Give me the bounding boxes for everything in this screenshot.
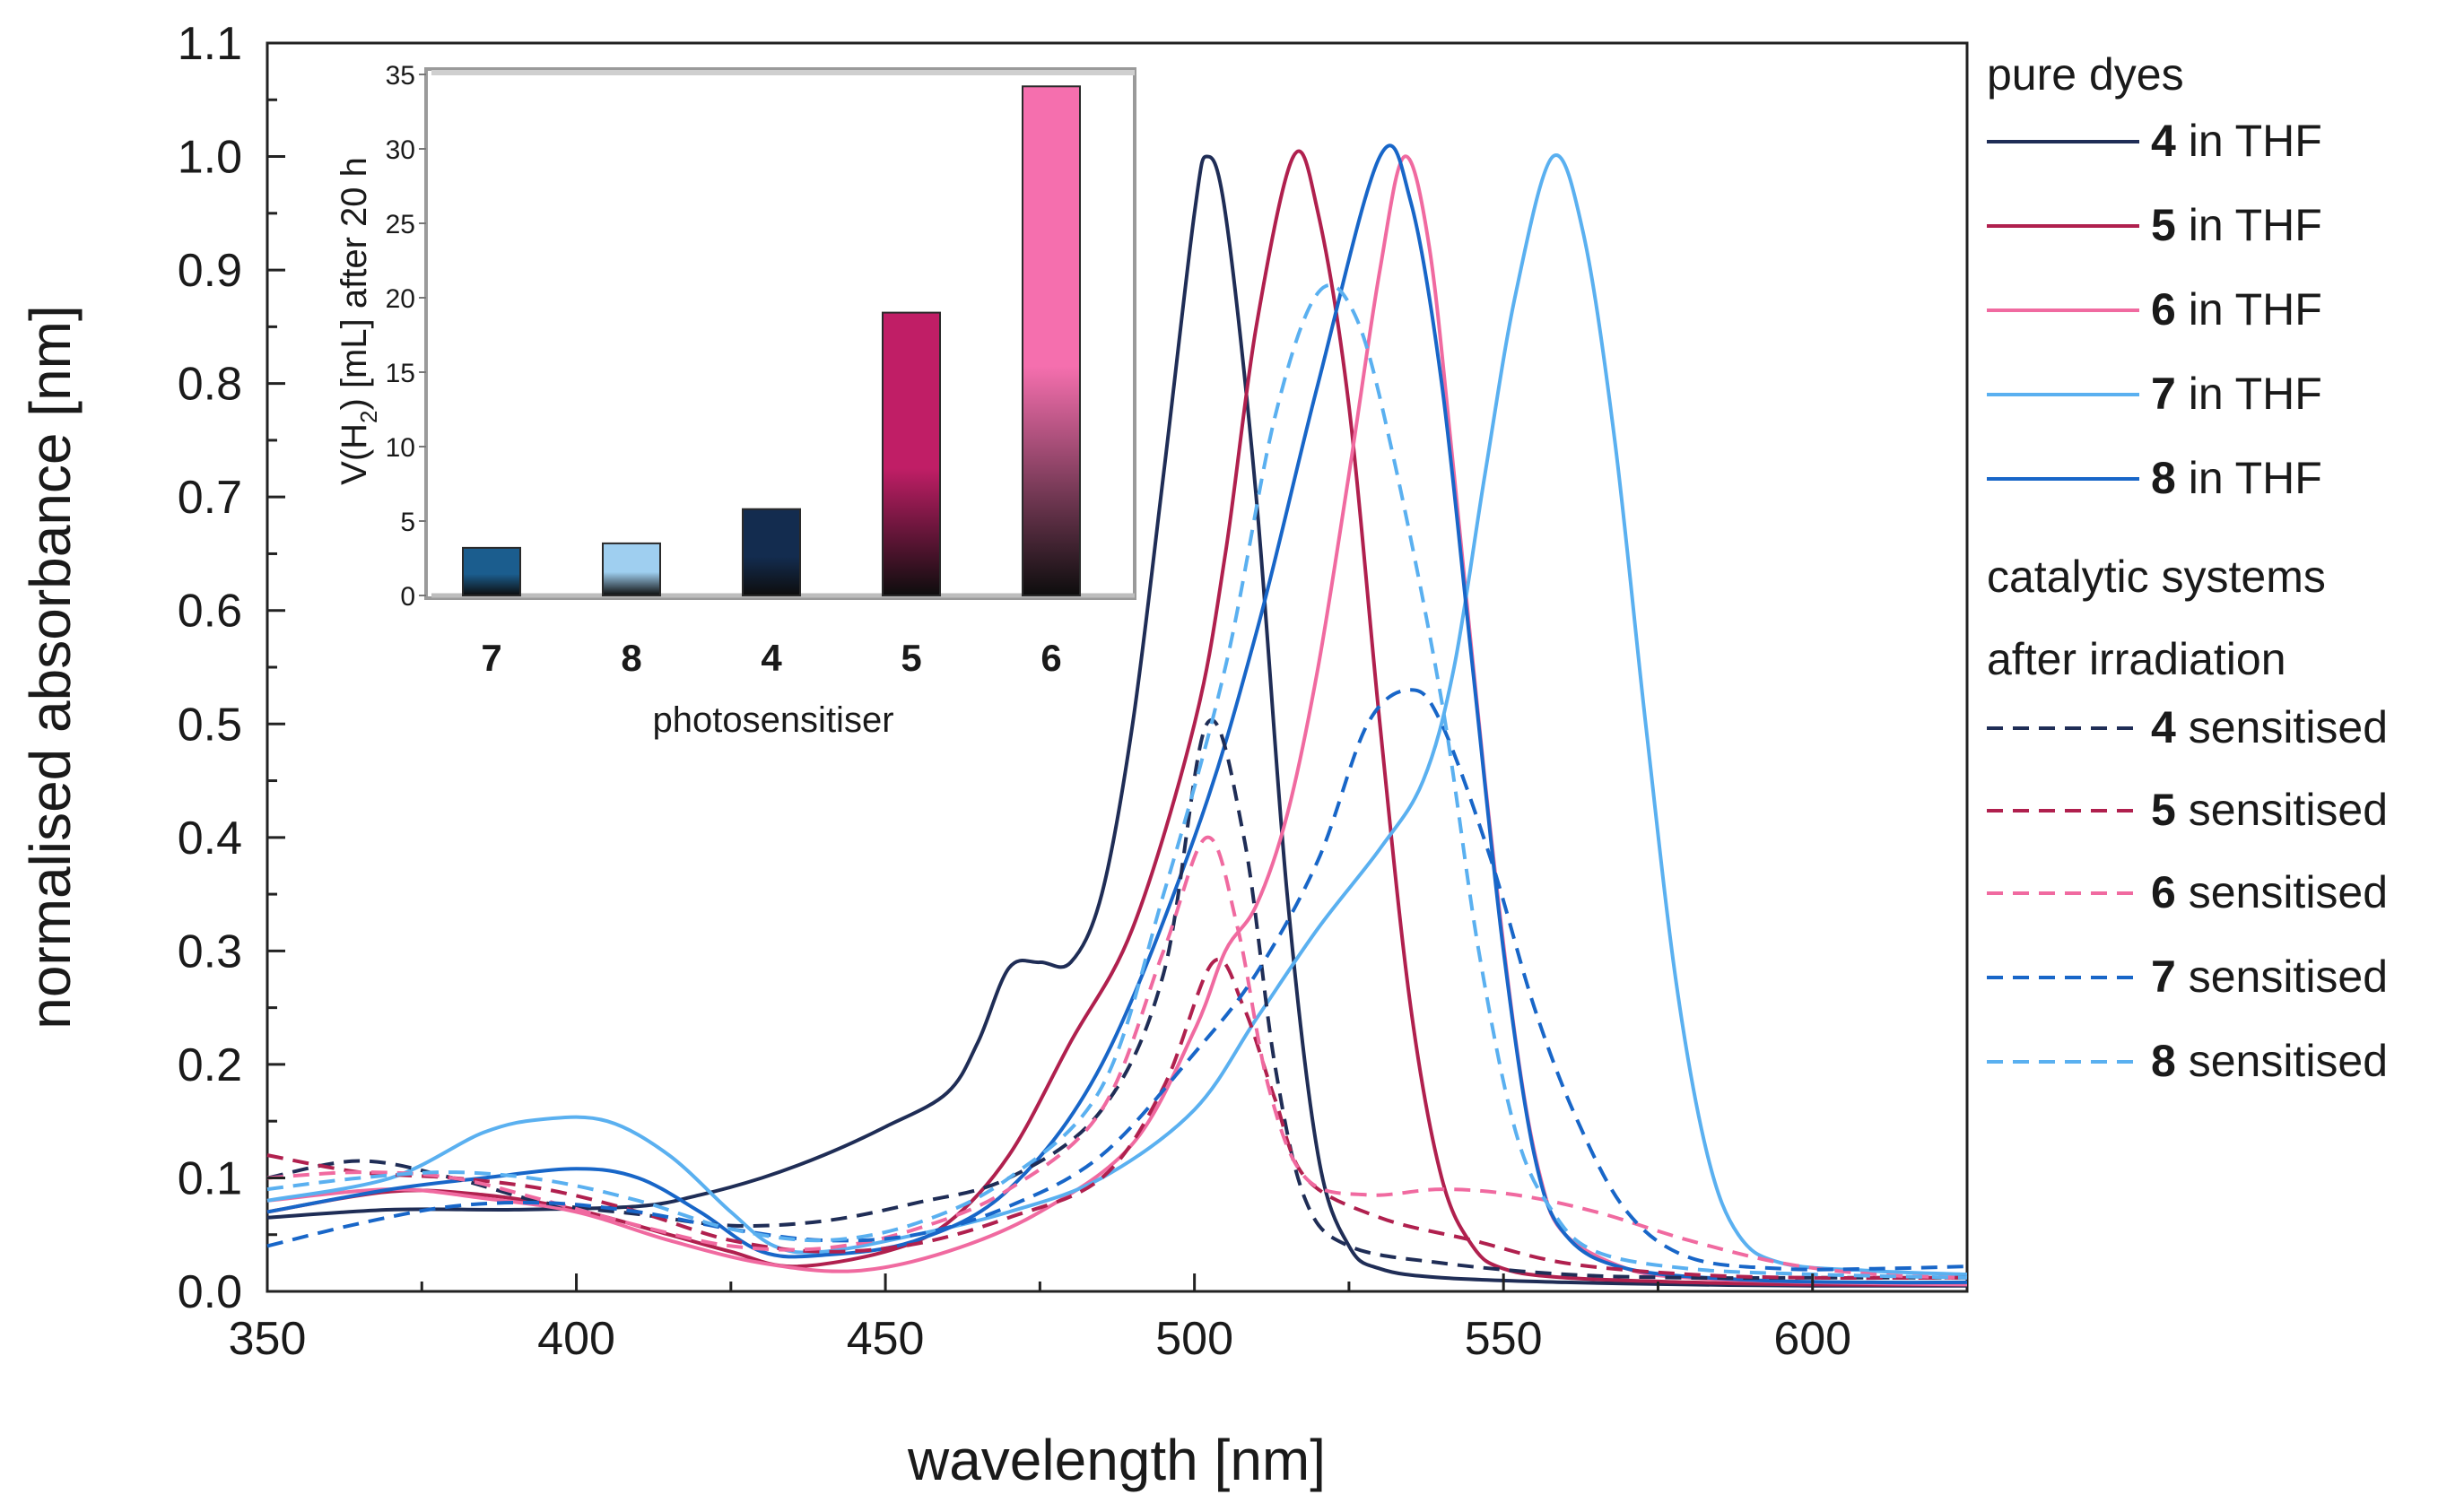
inset-category-6: 6 bbox=[1040, 637, 1061, 679]
legend-dye-number: 6 bbox=[2151, 284, 2176, 335]
y-tick-label: 0.8 bbox=[178, 359, 242, 411]
legend-label-6-thf: 6 in THF bbox=[2151, 284, 2322, 335]
series-4-sensitised-line bbox=[266, 718, 1967, 1281]
legend-series-text: in THF bbox=[2176, 369, 2322, 419]
inset-y-tick-label: 10 bbox=[386, 433, 415, 463]
legend-dye-number: 7 bbox=[2151, 952, 2176, 1002]
inset-y-tick-label: 30 bbox=[386, 135, 415, 165]
legend-label-5-sensitised: 5 sensitised bbox=[2151, 785, 2388, 835]
x-tick-label: 350 bbox=[229, 1313, 307, 1365]
legend-dye-number: 8 bbox=[2151, 453, 2176, 503]
main-x-ticks: 350 400 450 500 550 600 bbox=[229, 1273, 1851, 1365]
inset-category-7: 7 bbox=[481, 637, 501, 679]
legend-series-text: in THF bbox=[2176, 200, 2322, 250]
y-tick-label: 0.2 bbox=[178, 1039, 242, 1091]
inset-y-tick-label: 0 bbox=[400, 582, 415, 612]
y-tick-label: 0.1 bbox=[178, 1152, 242, 1204]
series-7-thf-line bbox=[266, 153, 1968, 1276]
legend-dye-number: 4 bbox=[2151, 116, 2176, 166]
inset-category-labels: 7 8 4 5 6 bbox=[481, 637, 1061, 679]
legend-series-text: in THF bbox=[2176, 116, 2322, 166]
inset-y-tick-label: 5 bbox=[400, 508, 415, 537]
inset-x-axis-label: photosensitiser bbox=[652, 700, 893, 740]
legend-label-5-thf: 5 in THF bbox=[2151, 200, 2322, 250]
legend-series-text: sensitised bbox=[2176, 952, 2388, 1002]
main-y-ticks: 0.0 0.1 0.2 0.3 0.4 0.5 0.6 0.7 0.8 0.9 1.0 1.1 bbox=[178, 18, 285, 1318]
series-5-sensitised-line bbox=[266, 958, 1968, 1281]
legend-label-8-thf: 8 in THF bbox=[2151, 453, 2322, 503]
legend-series-text: sensitised bbox=[2176, 1036, 2388, 1086]
y-tick-label: 1.1 bbox=[178, 18, 242, 70]
y-tick-label: 0.4 bbox=[178, 812, 242, 865]
y-tick-label: 1.0 bbox=[178, 132, 242, 184]
inset-category-5: 5 bbox=[901, 637, 921, 679]
legend-label-8-sensitised: 8 sensitised bbox=[2151, 1036, 2388, 1086]
x-tick-label: 600 bbox=[1773, 1313, 1851, 1365]
legend-series-text: sensitised bbox=[2176, 785, 2388, 835]
legend-label-4-sensitised: 4 sensitised bbox=[2151, 702, 2388, 752]
legend-label-7-thf: 7 in THF bbox=[2151, 369, 2322, 419]
series-6-sensitised-line bbox=[266, 835, 1968, 1280]
inset-y-label-main: V(H bbox=[335, 423, 374, 485]
legend-dye-number: 5 bbox=[2151, 785, 2176, 835]
inset-y-tick-label: 20 bbox=[386, 284, 415, 314]
legend-dye-number: 6 bbox=[2151, 867, 2176, 917]
legend-dye-number: 7 bbox=[2151, 369, 2176, 419]
inset-bar-6 bbox=[1022, 85, 1081, 596]
y-tick-label: 0.6 bbox=[178, 586, 242, 638]
legend-series-text: sensitised bbox=[2176, 867, 2388, 917]
y-tick-label: 0.5 bbox=[178, 699, 242, 751]
inset-y-label-sub: 2 bbox=[355, 410, 382, 422]
inset-y-label-rest: ) [mL] after 20 h bbox=[335, 157, 374, 410]
x-tick-label: 500 bbox=[1155, 1313, 1233, 1365]
y-tick-label: 0.9 bbox=[178, 245, 242, 297]
inset-y-tick-label: 25 bbox=[386, 210, 415, 239]
legend-label-6-sensitised: 6 sensitised bbox=[2151, 867, 2388, 917]
x-tick-label: 400 bbox=[537, 1313, 615, 1365]
inset-category-8: 8 bbox=[621, 637, 641, 679]
series-7-sensitised-line bbox=[266, 688, 1968, 1272]
main-series-group bbox=[266, 143, 1968, 1288]
inset-bars-group bbox=[462, 85, 1081, 597]
inset-bar-7 bbox=[462, 546, 521, 597]
y-tick-label: 0.7 bbox=[178, 472, 242, 524]
x-tick-label: 450 bbox=[847, 1313, 925, 1365]
series-5-thf-line bbox=[266, 149, 1968, 1287]
main-plot-area: 350 400 450 500 550 600 0.00.10.20.30.40.50.6… bbox=[18, 18, 1969, 1492]
inset-y-tick-label: 15 bbox=[386, 359, 415, 388]
inset-y-axis-label: V(H2) [mL] after 20 h bbox=[335, 157, 382, 485]
y-tick-label: 0.0 bbox=[178, 1266, 242, 1318]
legend-series-text: in THF bbox=[2176, 453, 2322, 503]
inset-bar-4 bbox=[742, 508, 801, 596]
inset-y-ticks: 0 5 10 15 20 25 30 35 bbox=[386, 61, 426, 612]
legend-dye-number: 5 bbox=[2151, 200, 2176, 250]
inset-bar-5 bbox=[882, 311, 941, 596]
inset-y-tick-label: 35 bbox=[386, 61, 415, 91]
inset-category-4: 4 bbox=[761, 637, 782, 679]
legend-series-text: sensitised bbox=[2176, 702, 2388, 752]
y-axis-label: normalised absorbance [nm] bbox=[18, 305, 83, 1030]
legend-header-pure-dyes: pure dyes bbox=[1987, 49, 2184, 100]
legend-label-4-thf: 4 in THF bbox=[2151, 116, 2322, 166]
inset-bar-8 bbox=[602, 542, 661, 597]
legend-label-7-sensitised: 7 sensitised bbox=[2151, 952, 2388, 1002]
legend-header-irradiation: after irradiation bbox=[1987, 634, 2286, 684]
legend-header-catalytic: catalytic systems bbox=[1987, 552, 2326, 602]
inset-bar-chart: 0 5 10 15 20 25 30 35 7 8 4 5 6 V(H2) [mL] after 20… bbox=[335, 61, 1136, 740]
series-4-thf-line bbox=[266, 154, 1968, 1288]
legend: pure dyes catalytic systems after irradi… bbox=[1987, 49, 2388, 1086]
x-tick-label: 550 bbox=[1465, 1313, 1543, 1365]
x-axis-label: wavelength [nm] bbox=[907, 1428, 1326, 1492]
legend-dye-number: 4 bbox=[2151, 702, 2176, 752]
series-8-sensitised-line bbox=[266, 282, 1968, 1280]
legend-series-text: in THF bbox=[2176, 284, 2322, 335]
legend-dye-number: 8 bbox=[2151, 1036, 2176, 1086]
y-tick-label: 0.3 bbox=[178, 925, 242, 978]
